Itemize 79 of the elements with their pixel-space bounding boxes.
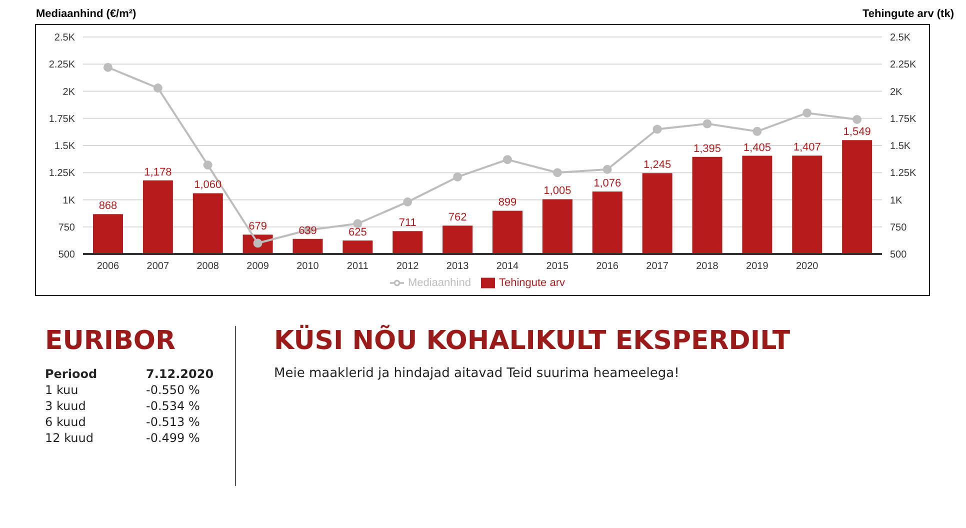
- data-label: 1,549: [843, 126, 871, 138]
- text: EURIBOR: [45, 326, 176, 356]
- x-tick-label: 2013: [446, 261, 470, 272]
- point: [403, 197, 412, 206]
- data-label: 1,405: [743, 142, 771, 154]
- x-tick-label: 2007: [146, 261, 170, 272]
- text: 12 kuud: [45, 430, 94, 446]
- point: [453, 172, 462, 182]
- point: [802, 108, 812, 118]
- data-label: 899: [498, 196, 517, 209]
- point: [652, 124, 662, 134]
- x-tick-label: 2008: [196, 261, 220, 272]
- text: Meie maaklerid ja hindajad aitavad Teid suurima heameelega!: [274, 366, 680, 381]
- text: 1 kuu: [45, 382, 80, 398]
- text: -0.513 %: [145, 414, 201, 430]
- text: Periood: [45, 366, 98, 382]
- data-label: 762: [448, 212, 467, 224]
- y-tick-label: 1.25K: [48, 168, 76, 180]
- y2-tick-label: 2.25K: [890, 60, 916, 71]
- y-tick-label: 2.5K: [54, 32, 76, 44]
- data-label: 625: [348, 226, 367, 238]
- data-label: 1,395: [693, 142, 722, 155]
- x-tick-label: 2015: [546, 261, 569, 272]
- y2-tick-label: 2K: [890, 86, 903, 98]
- data-label: 1,076: [594, 178, 622, 190]
- legend-label: Mediaanhind: [408, 276, 471, 289]
- legend-label: Tehingute arv: [498, 276, 566, 289]
- point: [752, 126, 762, 136]
- x-tick-label: 2011: [346, 261, 369, 272]
- data-label: 1,005: [544, 185, 572, 198]
- point: [702, 119, 712, 128]
- x-tick-label: 2019: [746, 261, 769, 272]
- y2-tick-label: 1K: [890, 195, 903, 206]
- point: [203, 160, 212, 170]
- x-tick-label: 2010: [296, 261, 320, 272]
- data-label: 711: [398, 217, 416, 230]
- y2-tick-label: 1.5K: [890, 141, 911, 152]
- data-label: 1,060: [194, 179, 222, 192]
- x-tick-label: 2009: [246, 261, 270, 272]
- x-tick-label: 2014: [496, 261, 520, 272]
- y2-axis-title: Tehingute arv (tk): [862, 8, 954, 20]
- x-tick-label: 2020: [796, 261, 819, 272]
- text: KÜSI NÕU KOHALIKULT EKSPERDILT: [274, 326, 790, 356]
- data-label: 1,407: [793, 142, 821, 154]
- y-tick-label: 2.25K: [48, 60, 76, 71]
- data-label: 639: [298, 224, 317, 237]
- data-label: 1,178: [144, 166, 172, 178]
- y2-tick-label: 2.5K: [890, 32, 911, 44]
- data-label: 679: [248, 220, 267, 233]
- x-tick-label: 2012: [396, 261, 420, 272]
- y-axis-title: Mediaanhind (€/m²): [36, 8, 136, 20]
- text: -0.550 %: [145, 382, 201, 398]
- point: [103, 62, 112, 72]
- y-tick-label: 1.5K: [54, 141, 76, 152]
- x-tick-label: 2006: [96, 261, 120, 272]
- y-tick-label: 2K: [62, 86, 76, 98]
- point: [602, 164, 612, 174]
- text: 7.12.2020: [145, 366, 215, 382]
- x-tick-label: 2017: [646, 261, 669, 272]
- text: -0.534 %: [145, 398, 201, 414]
- point: [552, 168, 562, 178]
- y-tick-label: 750: [58, 222, 76, 234]
- y2-tick-label: 500: [890, 250, 908, 261]
- y-tick-label: 500: [58, 250, 76, 261]
- data-label: 1,245: [644, 159, 672, 172]
- y-tick-label: 1K: [62, 195, 76, 206]
- text: 6 kuud: [45, 414, 87, 430]
- x-tick-label: 2016: [596, 261, 619, 272]
- y2-tick-label: 1.25K: [890, 168, 916, 180]
- y-tick-label: 1.75K: [48, 114, 76, 125]
- y2-tick-label: 1.75K: [890, 114, 916, 125]
- point: [852, 114, 862, 124]
- data-label: 868: [98, 200, 118, 212]
- y2-tick-label: 750: [890, 222, 908, 234]
- x-tick-label: 2018: [696, 261, 719, 272]
- text: -0.499 %: [145, 430, 201, 446]
- point: [153, 83, 162, 92]
- text: 3 kuud: [45, 398, 87, 414]
- point: [502, 155, 512, 164]
